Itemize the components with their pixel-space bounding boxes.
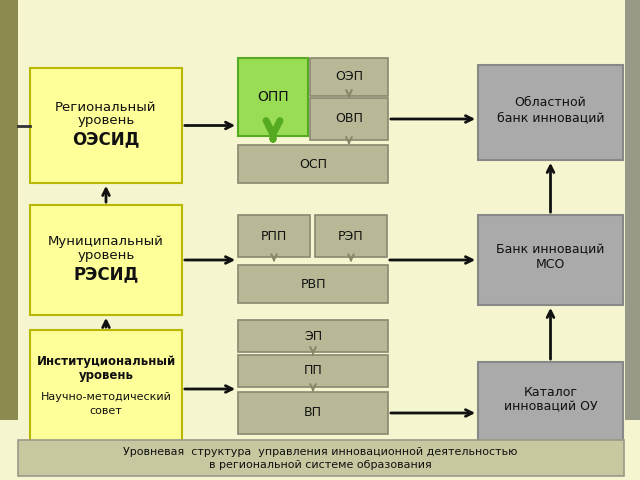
FancyBboxPatch shape: [30, 68, 182, 183]
Text: уровень: уровень: [77, 249, 134, 262]
FancyBboxPatch shape: [238, 355, 388, 387]
Text: Институциональный: Институциональный: [36, 355, 175, 368]
Text: ПП: ПП: [303, 364, 323, 377]
Text: Банк инноваций: Банк инноваций: [496, 243, 605, 256]
FancyBboxPatch shape: [30, 205, 182, 315]
Text: РПП: РПП: [261, 229, 287, 242]
FancyBboxPatch shape: [238, 265, 388, 303]
FancyBboxPatch shape: [238, 392, 388, 434]
FancyBboxPatch shape: [238, 58, 308, 136]
Text: ОПП: ОПП: [257, 90, 289, 104]
Text: уровень: уровень: [77, 114, 134, 127]
FancyBboxPatch shape: [310, 58, 388, 96]
FancyBboxPatch shape: [18, 440, 624, 476]
Text: Научно-методический: Научно-методический: [40, 392, 172, 402]
FancyBboxPatch shape: [238, 320, 388, 352]
FancyBboxPatch shape: [310, 98, 388, 140]
Text: Уровневая  структура  управления инновационной деятельностью: Уровневая структура управления инновацио…: [123, 447, 517, 457]
Text: РЭСИД: РЭСИД: [74, 265, 139, 283]
Text: уровень: уровень: [79, 369, 134, 382]
FancyBboxPatch shape: [315, 215, 387, 257]
Text: в региональной системе образования: в региональной системе образования: [209, 460, 431, 470]
Text: РВП: РВП: [300, 277, 326, 290]
Text: ЭП: ЭП: [304, 329, 322, 343]
Text: РЭП: РЭП: [338, 229, 364, 242]
FancyBboxPatch shape: [30, 330, 182, 448]
Text: Каталог: Каталог: [524, 385, 577, 398]
FancyBboxPatch shape: [238, 215, 310, 257]
Text: ВП: ВП: [304, 407, 322, 420]
Text: ОВП: ОВП: [335, 112, 363, 125]
Text: банк инноваций: банк инноваций: [497, 111, 604, 124]
Text: ОЭП: ОЭП: [335, 71, 363, 84]
FancyBboxPatch shape: [0, 0, 18, 420]
FancyBboxPatch shape: [625, 0, 640, 420]
Text: совет: совет: [90, 406, 122, 416]
FancyBboxPatch shape: [478, 65, 623, 160]
Text: Областной: Областной: [515, 96, 586, 109]
Text: МСО: МСО: [536, 259, 565, 272]
Text: Региональный: Региональный: [55, 101, 157, 114]
Text: ОЭСИД: ОЭСИД: [72, 131, 140, 148]
Text: Муниципальный: Муниципальный: [48, 236, 164, 249]
FancyBboxPatch shape: [478, 215, 623, 305]
FancyBboxPatch shape: [238, 145, 388, 183]
Text: ОСП: ОСП: [299, 157, 327, 170]
FancyBboxPatch shape: [478, 362, 623, 442]
Text: инноваций ОУ: инноваций ОУ: [504, 400, 597, 413]
